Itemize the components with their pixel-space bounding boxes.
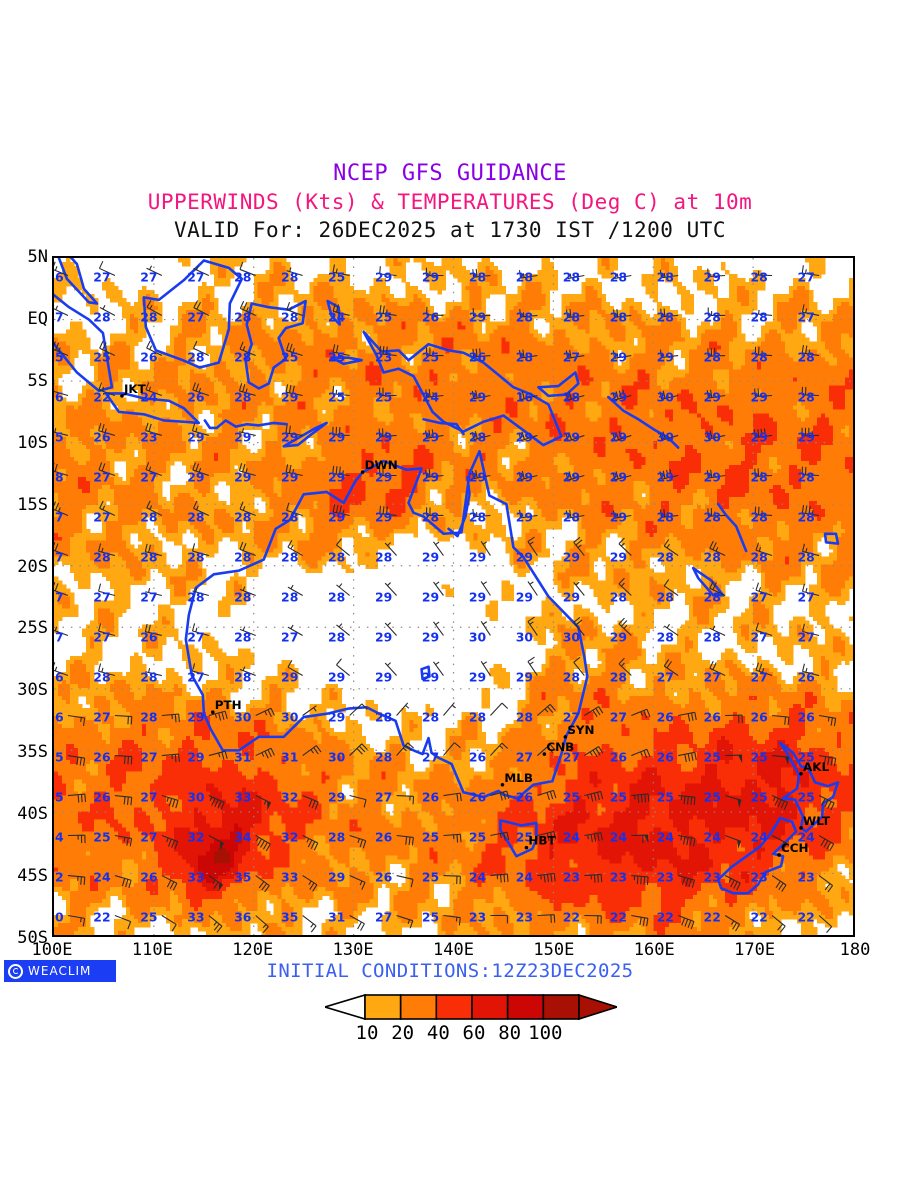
x-tick-170E: 170E [734,940,776,960]
colorbar-above-arrow [578,993,617,1021]
y-tick-5S: 5S [27,370,48,391]
chart-title-block: NCEP GFS GUIDANCE UPPERWINDS (Kts) & TEM… [0,160,900,244]
colorbar-segment-3 [471,994,509,1020]
colorbar-label-60: 60 [462,1022,486,1044]
y-tick-45S: 45S [17,866,48,887]
y-tick-50S: 50S [17,928,48,948]
y-tick-5N: 5N [27,247,48,267]
y-tick-20S: 20S [17,556,48,577]
x-tick-150E: 150E [533,940,575,960]
weaclim-logo: WEACLIM [4,960,116,982]
initial-conditions-label: INITIAL CONDITIONS:12Z23DEC2025 [266,960,634,982]
x-tick-140E: 140E [433,940,474,960]
y-tick-EQ: EQ [27,308,48,329]
weather-map-svg: 2627272728282529292828282828292827272828… [54,258,853,935]
colorbar-segment-5 [542,994,580,1020]
x-tick-130E: 130E [332,940,374,960]
y-tick-25S: 25S [17,618,48,639]
colorbar-label-10: 10 [355,1022,379,1044]
y-tick-35S: 35S [17,742,48,763]
x-tick-110E: 110E [131,940,173,960]
y-tick-40S: 40S [17,804,48,825]
x-tick-160E: 160E [633,940,675,960]
title-line-valid-time: VALID For: 26DEC2025 at 1730 IST /1200 U… [173,218,726,242]
y-tick-30S: 30S [17,680,48,701]
colorbar-below-arrow [325,993,366,1021]
wind-barbs [54,260,837,933]
latlon-grid [54,258,853,935]
temperature-values: 2627272728282529292828282828292827272828… [54,269,815,924]
colorbar-label-20: 20 [391,1022,415,1044]
colorbar-segment-1 [399,994,438,1020]
colorbar-segment-0 [364,994,402,1020]
logo-circle-icon [8,963,23,979]
x-tick-180: 180 [839,940,871,960]
colorbar-label-100: 100 [528,1022,563,1044]
x-tick-120E: 120E [232,940,274,960]
colorbar-labels: 10 20 40 60 80 100 [325,1022,625,1046]
windspeed-shading [54,258,853,935]
title-line-variable: UPPERWINDS (Kts) & TEMPERATURES (Deg C) … [147,190,753,214]
map-plot-area[interactable]: 2627272728282529292828282828292827272828… [52,256,855,937]
title-line-model: NCEP GFS GUIDANCE [333,161,567,186]
colorbar-segment-2 [435,994,473,1020]
colorbar-segment-4 [506,994,545,1020]
logo-text: WEACLIM [28,964,92,978]
colorbar-label-40: 40 [426,1022,450,1044]
colorbar[interactable] [325,993,617,1021]
x-tick-100E: 100E [31,940,73,960]
coastlines [54,258,840,895]
colorbar-label-80: 80 [498,1022,522,1044]
y-tick-10S: 10S [17,432,48,453]
y-tick-15S: 15S [17,494,48,515]
